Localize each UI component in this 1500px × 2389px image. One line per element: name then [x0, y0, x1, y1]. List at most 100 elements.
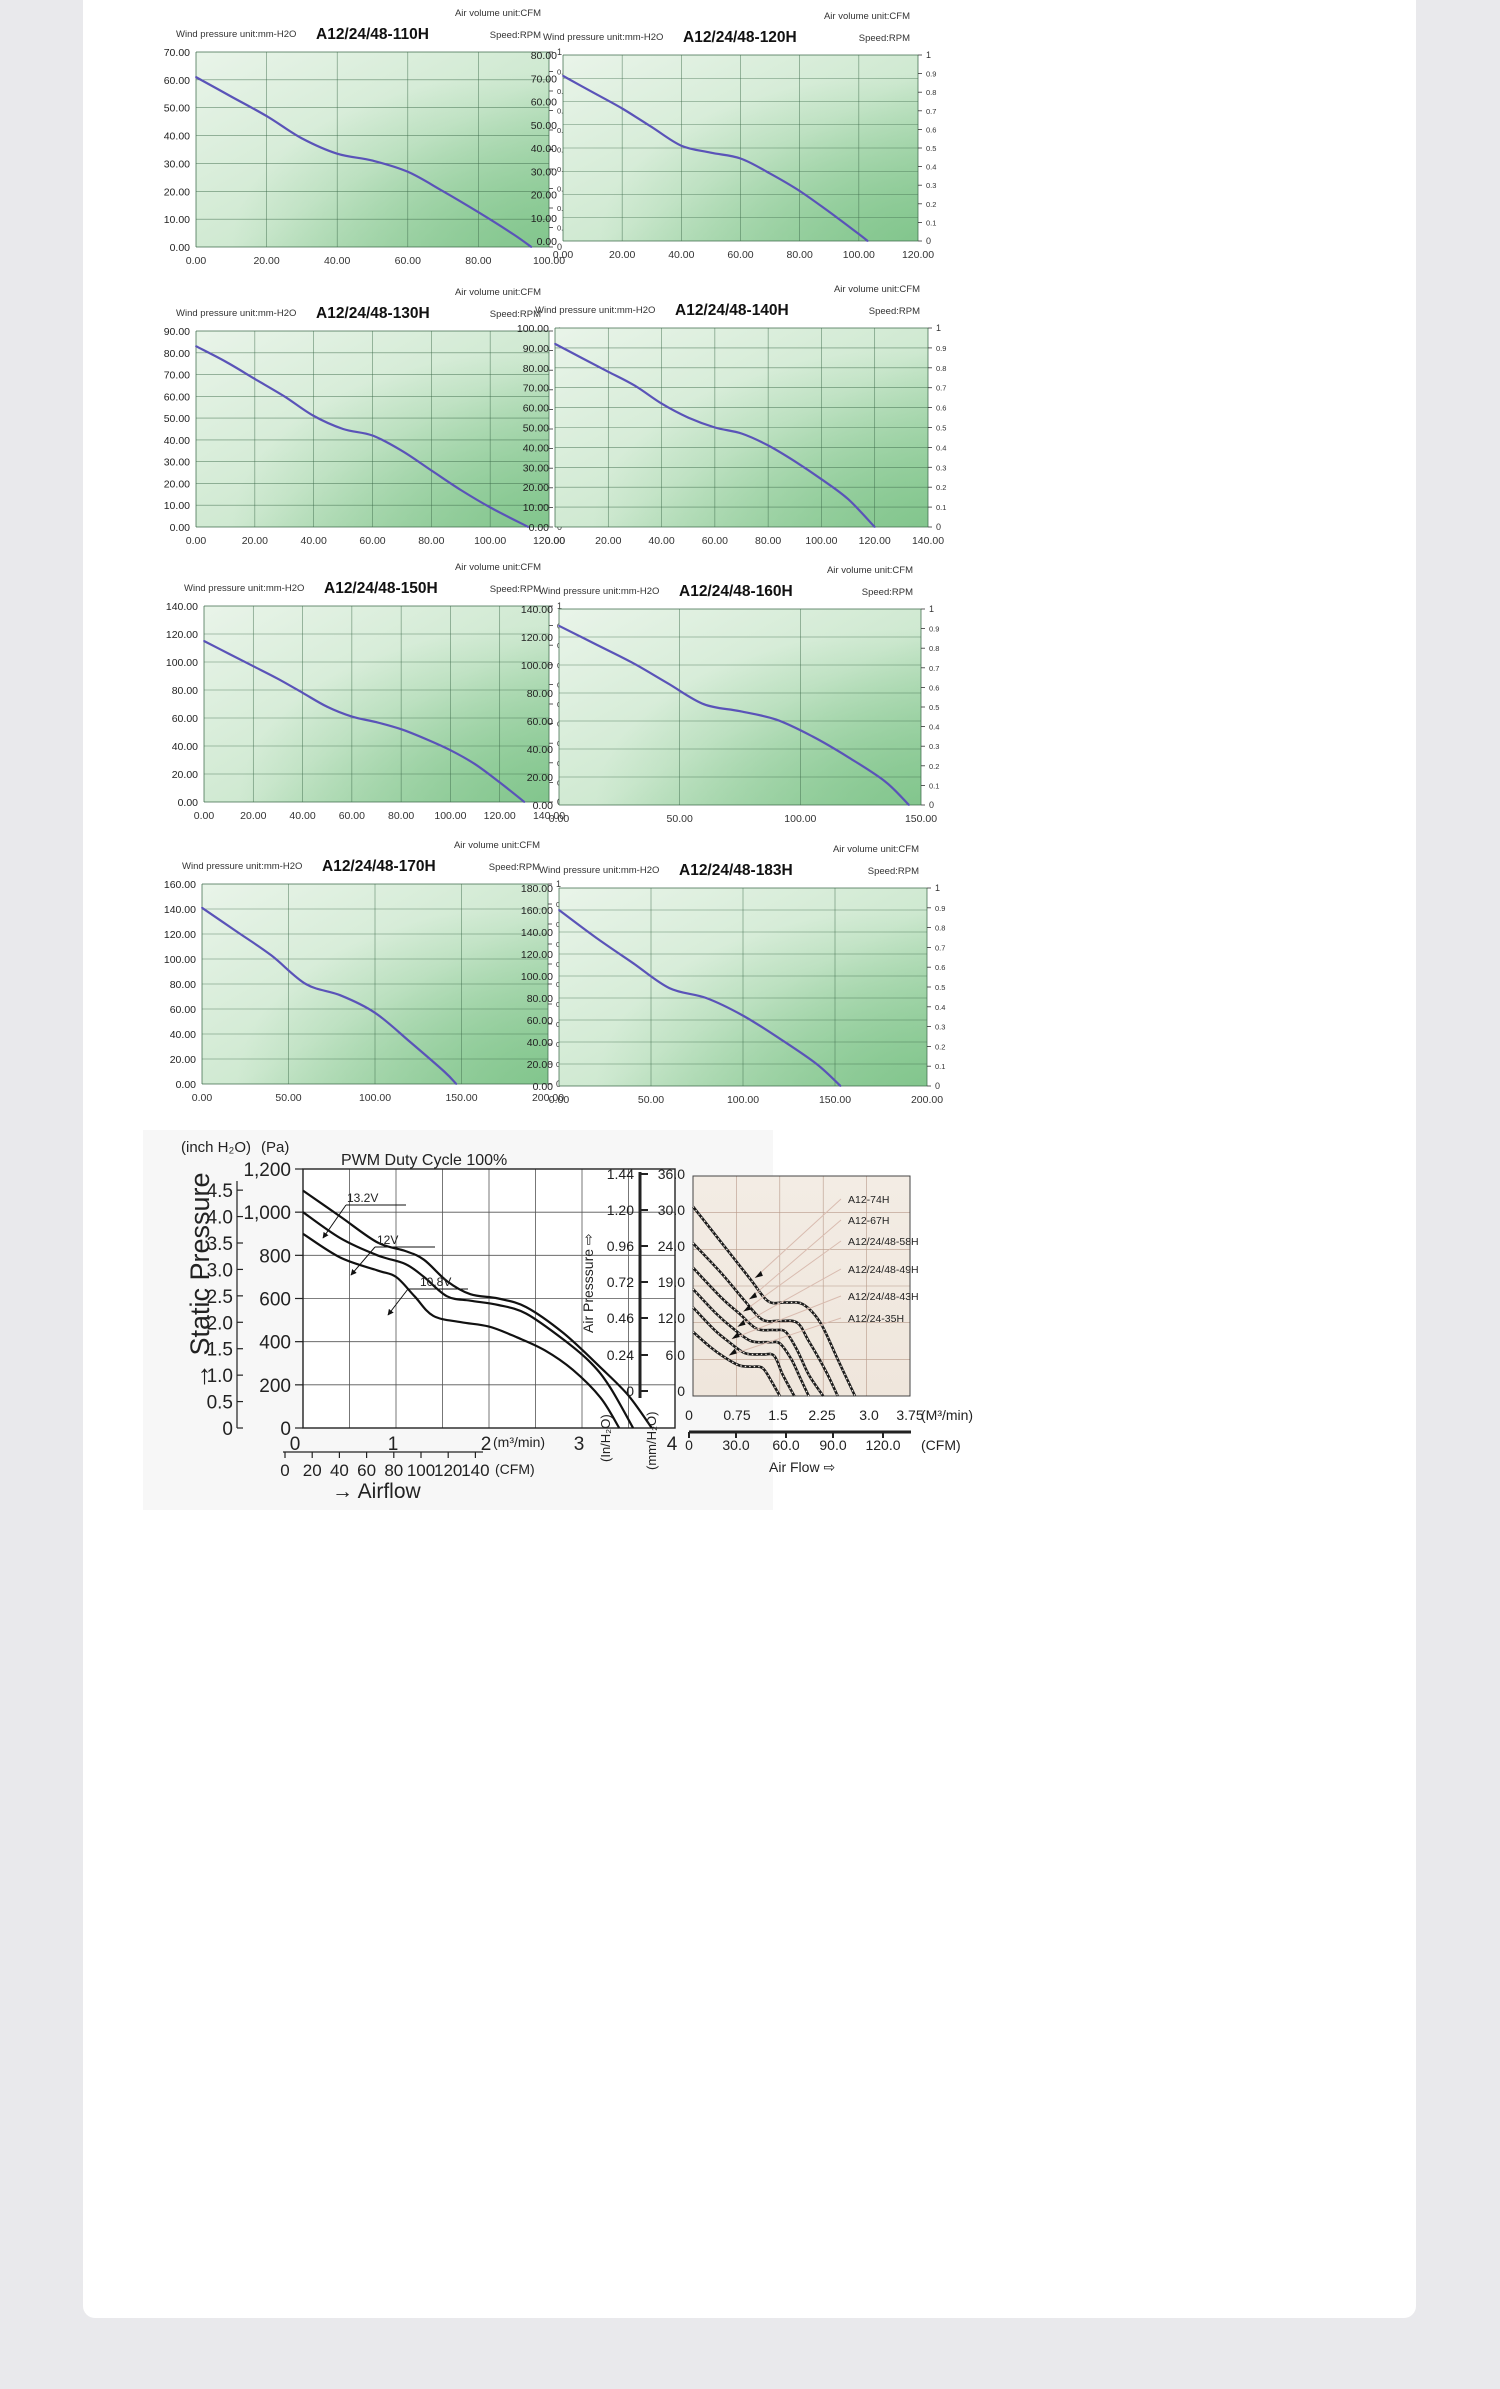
m3-tick-label: 2 — [481, 1434, 492, 1455]
data-point — [301, 137, 303, 140]
x-tick-label: 40.00 — [324, 255, 350, 267]
y-tick-label: 70.00 — [531, 73, 557, 85]
data-point — [530, 246, 533, 248]
x-tick-label: 120.00 — [533, 535, 565, 547]
pa-tick-label: 400 — [259, 1333, 291, 1354]
data-point — [687, 416, 690, 419]
inch-tick-label: 1.0 — [207, 1366, 233, 1387]
leader-line — [731, 1295, 842, 1340]
data-point — [554, 343, 556, 345]
cfm-tick-label: 30.0 — [722, 1437, 749, 1453]
y-tick-label: 30.00 — [164, 457, 190, 469]
cfm-tick-label: 0 — [280, 1461, 289, 1480]
y-tick-label: 140.00 — [521, 927, 553, 939]
y2-tick-label: 0.8 — [935, 924, 945, 933]
y-tick-label: 70.00 — [164, 47, 190, 59]
m3-tick-label: 3 — [574, 1434, 585, 1455]
y-unit-label: Wind pressure unit:mm-H2O — [543, 32, 663, 43]
data-point — [666, 682, 669, 685]
y-tick-label: 120.00 — [521, 632, 553, 644]
data-point — [607, 370, 610, 373]
y-tick-label: 0.00 — [537, 236, 558, 248]
y2-tick-label: 0.6 — [935, 963, 945, 972]
in-tick-label: 0.96 — [607, 1238, 634, 1254]
y-tick-label: 20.00 — [527, 1059, 553, 1071]
data-point — [710, 151, 712, 154]
data-point — [326, 705, 329, 708]
y2-tick-label: 0.3 — [936, 463, 946, 472]
y-tick-label: 30.00 — [531, 166, 557, 178]
speed-unit-label: Speed:RPM — [862, 587, 913, 598]
x-tick-label: 0.00 — [186, 535, 207, 547]
data-point — [430, 469, 433, 472]
y-unit-label: Wind pressure unit:mm-H2O — [184, 583, 304, 594]
data-point — [847, 498, 849, 501]
x-unit-label: Air volume unit:CFM — [833, 844, 919, 855]
data-point — [283, 395, 286, 398]
y2-tick-label: 0.4 — [935, 1003, 945, 1012]
y-tick-label: 160.00 — [521, 905, 553, 917]
data-point — [424, 738, 427, 740]
x-unit-label: Air volume unit:CFM — [455, 562, 541, 573]
x-tick-label: 50.00 — [275, 1092, 301, 1104]
leader-arrow — [754, 1270, 763, 1278]
perf-chart-4: 0.00 20.00 40.00 60.00 80.00 100.00 120.00 140.… — [517, 284, 947, 547]
leader-arrow — [737, 1319, 746, 1327]
y-tick-label: 80.00 — [531, 50, 557, 62]
x-unit-label: Air volume unit:CFM — [824, 11, 910, 22]
data-point — [489, 506, 492, 509]
x-tick-label: 200.00 — [911, 1094, 943, 1106]
y-tick-label: 100.00 — [164, 954, 196, 966]
leader-line — [748, 1219, 842, 1300]
callout-arrow — [350, 1246, 376, 1276]
callout-arrow — [387, 1288, 409, 1316]
leader-line — [728, 1317, 842, 1356]
x-tick-label: 0.00 — [553, 249, 574, 261]
data-point — [811, 735, 814, 738]
data-point — [828, 211, 831, 213]
y2-tick-label: 0.4 — [926, 163, 936, 172]
in-tick-label: 1.44 — [607, 1166, 634, 1182]
x-tick-label: 0.00 — [545, 535, 566, 547]
data-point — [847, 756, 850, 759]
data-point — [775, 718, 778, 721]
y-tick-label: 100.00 — [166, 657, 198, 669]
data-point — [621, 107, 624, 110]
x-tick-label: 80.00 — [388, 810, 414, 822]
plot-shade — [204, 606, 549, 802]
leader-arrow — [728, 1348, 737, 1356]
series-label: A12-67H — [848, 1215, 889, 1227]
y-unit-label: Wind pressure unit:mm-H2O — [539, 865, 659, 876]
pa-unit: (Pa) — [261, 1139, 289, 1156]
y2-tick-label: 0.2 — [926, 200, 936, 209]
y-tick-label: 50.00 — [523, 423, 549, 435]
series-hatch — [692, 1242, 839, 1397]
speed-unit-label: Speed:RPM — [489, 862, 540, 873]
series-label: A12-74H — [848, 1194, 889, 1206]
data-point — [312, 415, 315, 417]
data-point — [406, 170, 409, 173]
y-tick-label: 40.00 — [164, 131, 190, 143]
series-line — [302, 1232, 621, 1429]
data-point — [301, 691, 304, 694]
chart-title: A12/24/48-130H — [316, 305, 430, 322]
perf-chart-1: 0.00 20.00 40.00 60.00 80.00 100.000.0010.002… — [164, 8, 568, 267]
y-tick-label: 60.00 — [523, 403, 549, 415]
y-tick-label: 20.00 — [531, 190, 557, 202]
series-line — [302, 1189, 653, 1429]
m3-tick-label: 1.5 — [768, 1407, 788, 1423]
perf-chart-7: 0.00 50.00 100.00 150.00 200.000.0020.0040.0… — [164, 840, 567, 1104]
data-point — [793, 460, 796, 463]
leader-arrow — [743, 1304, 752, 1312]
y2-tick-label: 0 — [935, 1081, 940, 1091]
data-point — [713, 426, 716, 429]
data-point — [227, 652, 230, 655]
plot-shade — [559, 609, 921, 805]
series-hatch — [692, 1306, 795, 1397]
data-point — [857, 233, 860, 235]
y2-tick-label: 0.8 — [926, 88, 936, 97]
x-unit-label: Air volume unit:CFM — [454, 840, 540, 851]
y2-tick-label: 0.8 — [936, 364, 946, 373]
x-tick-label: 50.00 — [667, 813, 693, 825]
pwm-title: PWM Duty Cycle 100% — [341, 1152, 507, 1169]
